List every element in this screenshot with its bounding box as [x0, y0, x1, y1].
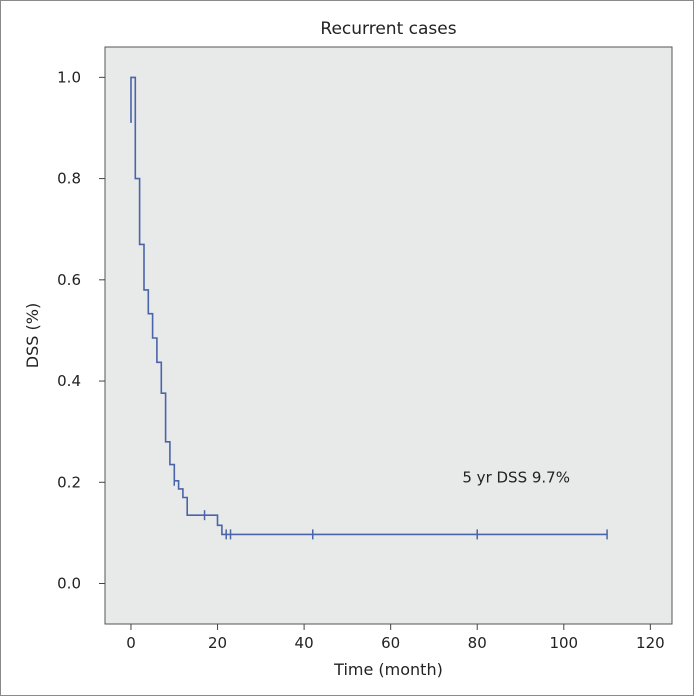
y-axis-label: DSS (%) — [23, 303, 42, 368]
annotation-label: 5 yr DSS 9.7% — [462, 468, 570, 486]
x-tick-label: 60 — [381, 634, 400, 652]
y-axis: 0.0 0.2 0.4 0.6 0.8 1.0 — [57, 68, 105, 593]
x-tick-label: 0 — [126, 634, 136, 652]
y-tick-label: 0.4 — [57, 372, 81, 390]
survival-curve — [130, 76, 608, 536]
y-tick-label: 0.8 — [57, 170, 81, 188]
plot-area — [104, 46, 673, 625]
x-tick-label: 120 — [636, 634, 665, 652]
y-tick-label: 0.6 — [57, 271, 81, 289]
x-tick-label: 20 — [208, 634, 227, 652]
x-tick-label: 80 — [468, 634, 487, 652]
y-tick-label: 0.2 — [57, 473, 81, 491]
y-tick-label: 1.0 — [57, 68, 81, 86]
annotations: 5 yr DSS 9.7% — [462, 468, 570, 486]
x-tick-label: 40 — [295, 634, 314, 652]
x-axis-label: Time (month) — [333, 660, 443, 679]
x-tick-label: 100 — [549, 634, 578, 652]
y-tick-label: 0.0 — [57, 575, 81, 593]
x-axis: 0 20 40 60 80 100 120 — [126, 624, 665, 652]
chart-title: Recurrent cases — [320, 19, 456, 39]
series-group — [130, 76, 608, 540]
